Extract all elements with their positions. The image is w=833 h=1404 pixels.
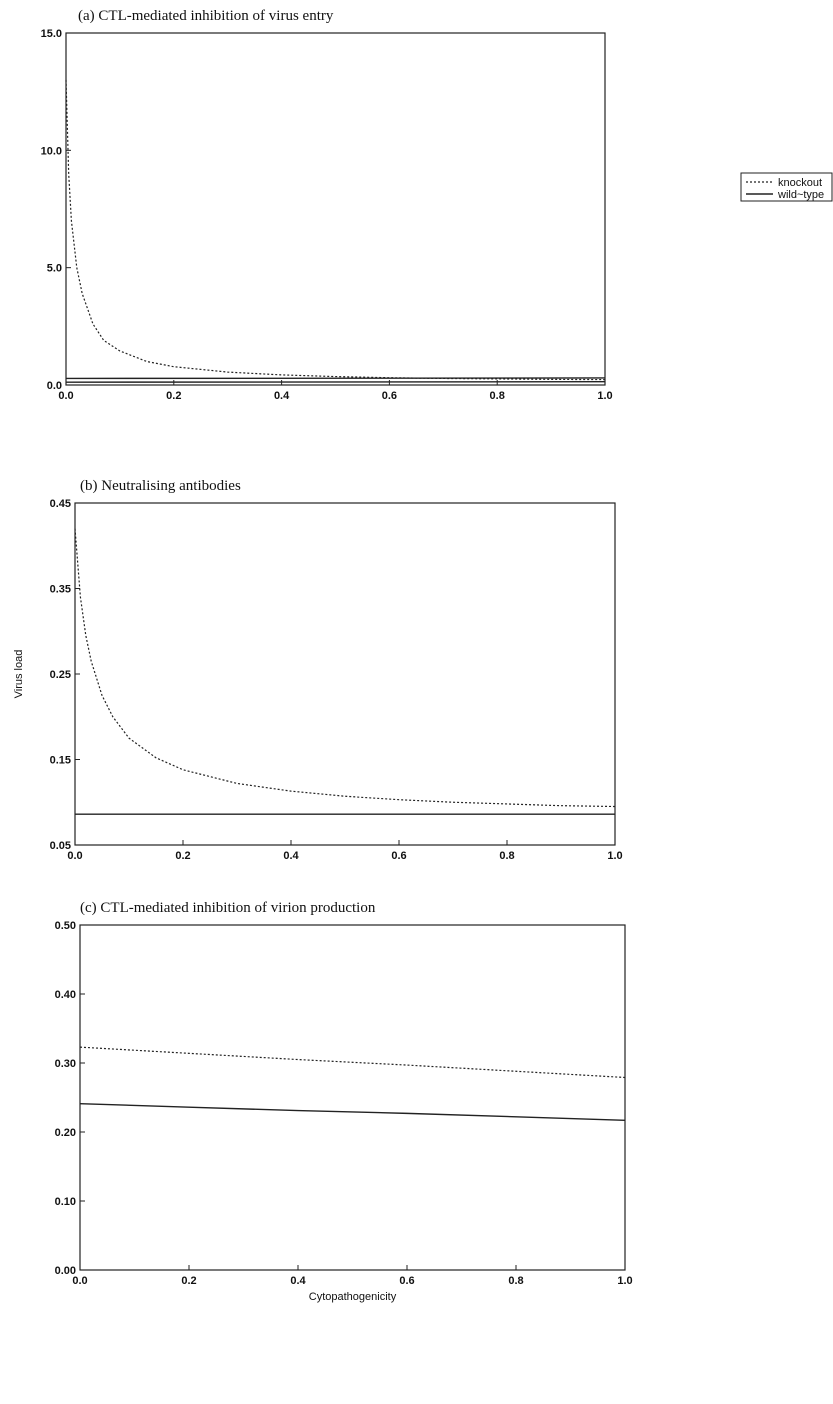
plot-frame: [74, 502, 616, 846]
y-axis-label: Virus load: [13, 650, 25, 699]
chart-panel-3: (c) CTL-mediated inhibition of virion pr…: [55, 900, 633, 1303]
wild-type-series-line: [79, 1103, 626, 1121]
x-tick-label: 0.2: [181, 1275, 196, 1287]
y-tick-label: 0.45: [50, 498, 71, 510]
x-tick-label: 0.0: [72, 1275, 87, 1287]
x-tick-label: 0.6: [382, 390, 397, 402]
x-tick-label: 1.0: [597, 390, 612, 402]
y-tick-label: 0.10: [55, 1196, 76, 1208]
legend-box: [740, 172, 833, 202]
x-tick-label: 0.4: [283, 850, 299, 862]
y-tick-label: 0.50: [55, 920, 76, 932]
x-tick-label: 0.8: [508, 1275, 523, 1287]
x-tick-label: 0.8: [499, 850, 514, 862]
x-tick-label: 0.4: [290, 1275, 306, 1287]
x-tick-label: 1.0: [617, 1275, 632, 1287]
y-tick-label: 0.15: [50, 755, 71, 767]
x-tick-label: 0.2: [175, 850, 190, 862]
y-tick-label: 0.35: [50, 584, 71, 596]
y-tick-label: 5.0: [47, 263, 62, 275]
y-tick-label: 0.00: [55, 1265, 76, 1277]
y-tick-label: 0.40: [55, 989, 76, 1001]
chart-title: (a) CTL-mediated inhibition of virus ent…: [78, 8, 334, 24]
legend-knockout-label: knockout: [778, 177, 822, 189]
x-tick-label: 0.0: [67, 850, 82, 862]
x-tick-label: 1.0: [607, 850, 622, 862]
x-tick-label: 0.4: [274, 390, 290, 402]
x-tick-label: 0.6: [391, 850, 406, 862]
knockout-series-line: [65, 79, 606, 381]
y-tick-label: 0.05: [50, 840, 71, 852]
y-tick-label: 0.30: [55, 1058, 76, 1070]
y-tick-label: 15.0: [41, 28, 62, 40]
knockout-series-line: [74, 528, 616, 808]
chart-title: (b) Neutralising antibodies: [80, 478, 241, 494]
x-tick-label: 0.2: [166, 390, 181, 402]
x-tick-label: 0.0: [58, 390, 73, 402]
y-tick-label: 10.0: [41, 145, 62, 157]
y-tick-label: 0.20: [55, 1127, 76, 1139]
x-tick-label: 0.8: [490, 390, 505, 402]
x-tick-label: 0.6: [399, 1275, 414, 1287]
legend-wildtype-label: wild~type: [777, 189, 824, 201]
y-tick-label: 0.25: [50, 669, 71, 681]
legend: knockout wild~type: [740, 172, 833, 202]
chart-panel-1: (a) CTL-mediated inhibition of virus ent…: [41, 8, 613, 402]
chart-panel-2: (b) Neutralising antibodies 0.0 0.2 0.4 0.6 0…: [13, 478, 623, 862]
plot-frame: [65, 32, 606, 386]
x-axis-label: Cytopathogenicity: [309, 1291, 397, 1303]
chart-title: (c) CTL-mediated inhibition of virion pr…: [80, 900, 376, 916]
knockout-series-line: [79, 1046, 626, 1079]
plot-frame: [79, 924, 626, 1271]
y-tick-label: 0.0: [47, 380, 62, 392]
